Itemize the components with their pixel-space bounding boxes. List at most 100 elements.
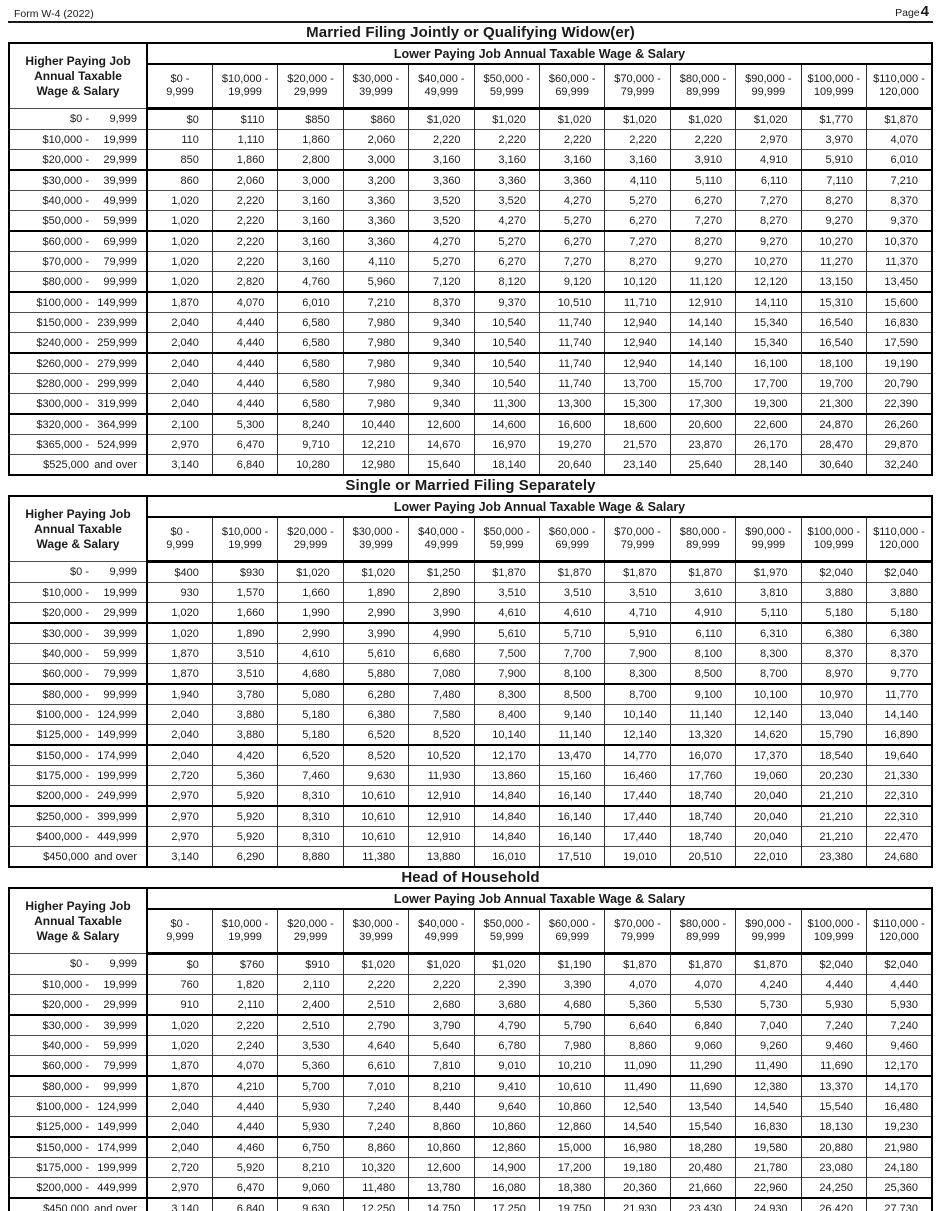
amount-cell: $930 (211, 561, 278, 583)
page-number: Page4 (895, 3, 929, 20)
amount-cell: 12,600 (408, 1157, 475, 1178)
column-header: $30,000 -39,999 (342, 64, 409, 110)
amount-cell: 6,290 (211, 846, 278, 867)
row-range: $125,000 -149,999 (9, 724, 148, 745)
amount-cell: 17,440 (604, 826, 671, 847)
row-range: $100,000 -149,999 (9, 291, 148, 313)
amount-cell: 2,220 (669, 129, 736, 150)
higher-paying-job-header: Higher Paying Job Annual Taxable Wage & Sa… (9, 497, 148, 562)
amount-cell: 18,740 (669, 826, 736, 847)
amount-cell: 16,970 (473, 434, 540, 455)
amount-cell: 3,880 (800, 582, 867, 603)
amount-cell: 20,230 (800, 765, 867, 786)
amount-cell: 4,680 (538, 994, 605, 1015)
amount-cell: 8,700 (735, 663, 802, 684)
amount-cell: 2,040 (146, 312, 213, 333)
amount-cell: 3,160 (277, 190, 344, 211)
amount-cell: 5,920 (211, 826, 278, 847)
column-header: $50,000 -59,999 (473, 64, 540, 110)
amount-cell: 2,970 (146, 805, 213, 827)
amount-cell: 16,830 (735, 1116, 802, 1137)
amount-cell: 1,890 (211, 622, 278, 644)
column-header: $70,000 -79,999 (604, 517, 671, 563)
amount-cell: 6,470 (211, 1177, 278, 1198)
amount-cell: 9,630 (277, 1197, 344, 1211)
amount-cell: 6,580 (277, 373, 344, 394)
column-header: $60,000 -69,999 (538, 64, 605, 110)
amount-cell: 16,100 (735, 352, 802, 374)
amount-cell: 7,240 (342, 1116, 409, 1137)
amount-cell: 1,660 (277, 582, 344, 603)
table-row: $40,000 -59,999 1,870 3,510 4,610 5,610 6,680… (9, 643, 932, 664)
amount-cell: 11,740 (538, 373, 605, 394)
amount-cell: $1,020 (473, 108, 540, 130)
amount-cell: 2,040 (146, 724, 213, 745)
amount-cell: 4,440 (211, 352, 278, 374)
amount-cell: 2,720 (146, 1157, 213, 1178)
table-row: $40,000 -49,999 1,020 2,220 3,160 3,360 3,520… (9, 190, 932, 211)
amount-cell: 4,440 (865, 974, 932, 995)
amount-cell: 4,070 (211, 291, 278, 313)
amount-cell: 20,510 (669, 846, 736, 867)
row-range: $150,000 -174,999 (9, 1136, 148, 1158)
amount-cell: 2,100 (146, 413, 213, 435)
amount-cell: 20,600 (669, 413, 736, 435)
amount-cell: 8,120 (473, 271, 540, 292)
amount-cell: 16,830 (865, 312, 932, 333)
table-row: $450,000 and over 3,140 6,290 8,880 11,380 13,… (9, 846, 932, 867)
amount-cell: 15,790 (800, 724, 867, 745)
amount-cell: 2,220 (211, 1014, 278, 1036)
amount-cell: 4,440 (211, 373, 278, 394)
amount-cell: 8,270 (669, 230, 736, 252)
amount-cell: 1,020 (146, 210, 213, 231)
amount-cell: 15,340 (735, 332, 802, 353)
amount-cell: 14,110 (735, 291, 802, 313)
amount-cell: 5,610 (473, 622, 540, 644)
row-range: $150,000 -174,999 (9, 744, 148, 766)
amount-cell: 14,620 (735, 724, 802, 745)
table-row: $200,000 -249,999 2,970 5,920 8,310 10,610 12… (9, 785, 932, 806)
amount-cell: 5,360 (277, 1055, 344, 1076)
amount-cell: 19,300 (735, 393, 802, 414)
amount-cell: 6,470 (211, 434, 278, 455)
row-range: $20,000 -29,999 (9, 602, 148, 623)
amount-cell: 860 (146, 169, 213, 191)
higher-paying-job-header: Higher Paying Job Annual Taxable Wage & Sa… (9, 889, 148, 954)
amount-cell: 16,600 (538, 413, 605, 435)
amount-cell: 8,860 (342, 1136, 409, 1158)
amount-cell: 28,470 (800, 434, 867, 455)
amount-cell: 7,980 (342, 393, 409, 414)
amount-cell: $1,870 (473, 561, 540, 583)
table-row: $280,000 -299,999 2,040 4,440 6,580 7,980 9,3… (9, 373, 932, 394)
amount-cell: 14,840 (473, 805, 540, 827)
amount-cell: 14,840 (473, 826, 540, 847)
row-range: $365,000 -524,999 (9, 434, 148, 455)
amount-cell: 3,510 (211, 643, 278, 664)
amount-cell: 24,930 (735, 1197, 802, 1211)
amount-cell: 3,160 (408, 149, 475, 170)
amount-cell: 3,160 (277, 251, 344, 272)
amount-cell: 1,870 (146, 1055, 213, 1076)
amount-cell: 11,380 (342, 846, 409, 867)
amount-cell: 6,520 (277, 744, 344, 766)
table-row: $30,000 -39,999 1,020 1,890 2,990 3,990 4,990… (9, 622, 932, 644)
amount-cell: 29,870 (865, 434, 932, 455)
column-header: $50,000 -59,999 (473, 909, 540, 955)
amount-cell: 13,370 (800, 1075, 867, 1097)
amount-cell: 1,870 (146, 1075, 213, 1097)
amount-cell: 13,320 (669, 724, 736, 745)
table-section-single-or-married-filing-separately: Single or Married Filing Separately High… (8, 476, 933, 868)
amount-cell: 2,040 (146, 1116, 213, 1137)
amount-cell: 7,270 (735, 190, 802, 211)
table-row: $60,000 -69,999 1,020 2,220 3,160 3,360 4,270… (9, 230, 932, 252)
amount-cell: 8,310 (277, 805, 344, 827)
amount-cell: 17,700 (735, 373, 802, 394)
amount-cell: 7,210 (342, 291, 409, 313)
amount-cell: 13,880 (408, 846, 475, 867)
table-row: $100,000 -124,999 2,040 3,880 5,180 6,380 7,5… (9, 704, 932, 725)
amount-cell: 8,520 (408, 724, 475, 745)
amount-cell: 20,040 (735, 826, 802, 847)
amount-cell: 16,540 (800, 332, 867, 353)
amount-cell: 3,510 (211, 663, 278, 684)
amount-cell: 7,240 (865, 1014, 932, 1036)
